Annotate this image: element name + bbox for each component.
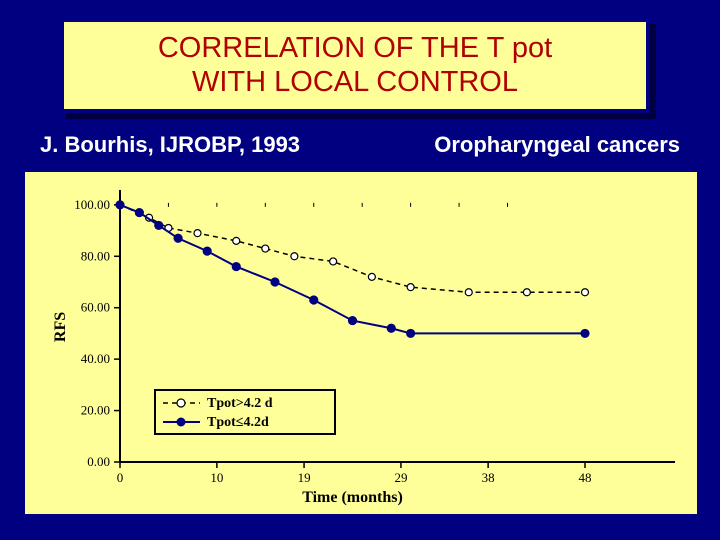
chart-area: 0 10 19 29 38 48 0.00 20.00 40.00 60.00 80.00 100.0… <box>25 172 697 514</box>
citation-row: J. Bourhis, IJROBP, 1993 Oropharyngeal c… <box>40 132 680 158</box>
svg-text:Tpot>4.2 d: Tpot>4.2 d <box>207 396 273 411</box>
svg-text:0: 0 <box>117 470 124 485</box>
citation-left: J. Bourhis, IJROBP, 1993 <box>40 132 300 158</box>
svg-text:Time (months): Time (months) <box>302 489 403 506</box>
title-text: CORRELATION OF THE T pot WITH LOCAL CONT… <box>158 32 552 99</box>
title-line2: WITH LOCAL CONTROL <box>192 66 518 98</box>
title-box: CORRELATION OF THE T pot WITH LOCAL CONT… <box>60 18 650 113</box>
svg-text:80.00: 80.00 <box>81 248 110 263</box>
svg-text:19: 19 <box>298 470 311 485</box>
svg-text:100.00: 100.00 <box>74 197 110 212</box>
svg-text:40.00: 40.00 <box>81 351 110 366</box>
citation-right: Oropharyngeal cancers <box>434 132 680 158</box>
svg-text:20.00: 20.00 <box>81 403 110 418</box>
svg-text:60.00: 60.00 <box>81 300 110 315</box>
svg-text:48: 48 <box>579 470 592 485</box>
rfs-chart: 0 10 19 29 38 48 0.00 20.00 40.00 60.00 80.00 100.0… <box>25 172 697 514</box>
svg-text:10: 10 <box>210 470 223 485</box>
svg-text:38: 38 <box>482 470 495 485</box>
svg-text:0.00: 0.00 <box>87 454 110 469</box>
svg-text:29: 29 <box>394 470 407 485</box>
svg-text:RFS: RFS <box>52 312 69 342</box>
title-line1: CORRELATION OF THE T pot <box>158 32 552 64</box>
svg-text:Tpot≤4.2d: Tpot≤4.2d <box>207 415 269 430</box>
